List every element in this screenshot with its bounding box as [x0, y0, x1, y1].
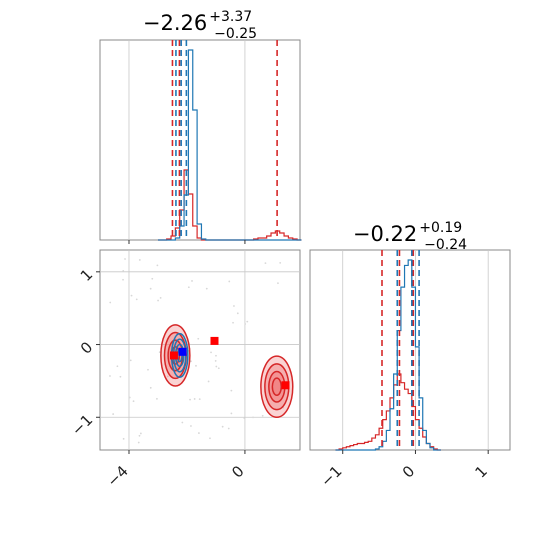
- title-param2-lower: −0.24: [424, 237, 467, 253]
- marker-blue: [178, 347, 187, 356]
- sample-point: [109, 375, 111, 377]
- sample-point: [139, 432, 142, 435]
- sample-point: [128, 396, 131, 399]
- title-param1-lower: −0.25: [214, 26, 257, 42]
- sample-point: [190, 360, 192, 363]
- y-tick-label-param2: 0: [77, 338, 96, 357]
- scatter-panel: [99, 249, 301, 451]
- sample-point: [215, 365, 218, 368]
- sample-point: [198, 432, 200, 434]
- sample-point: [261, 414, 264, 417]
- title-param1-upper: +3.37: [209, 9, 252, 25]
- x-tick-label-param2: 0: [399, 462, 418, 481]
- sample-point: [198, 398, 201, 401]
- sample-point: [130, 294, 133, 297]
- sample-point: [205, 287, 208, 290]
- x-tick-label-param2: −1: [317, 462, 345, 490]
- hist1-frame: [99, 39, 301, 241]
- title-param2: −0.22 +0.19 −0.24: [353, 220, 467, 253]
- sample-point: [189, 398, 191, 401]
- sample-point: [151, 277, 154, 280]
- sample-point: [217, 367, 220, 370]
- sample-point: [149, 386, 152, 389]
- sample-point: [124, 258, 126, 260]
- hist1-blue-series: [157, 49, 302, 241]
- sample-point: [244, 323, 247, 325]
- sample-point: [122, 278, 124, 281]
- sample-point: [209, 437, 211, 440]
- sample-point: [138, 434, 141, 437]
- sample-point: [116, 365, 119, 368]
- sample-point: [149, 287, 152, 290]
- sample-point: [236, 312, 239, 315]
- sample-point: [156, 264, 159, 267]
- sample-point: [195, 364, 197, 367]
- sample-point: [122, 270, 125, 272]
- sample-point: [264, 262, 267, 265]
- marker-red: [210, 336, 219, 345]
- title-param2-upper: +0.19: [419, 220, 462, 236]
- sample-point: [135, 298, 138, 301]
- sample-point: [230, 412, 233, 415]
- y-tick-label-param2: −1: [68, 411, 96, 439]
- title-param2-value: −0.22: [353, 222, 417, 246]
- sample-point: [227, 427, 230, 430]
- sample-point: [228, 280, 231, 283]
- sample-point: [190, 425, 192, 427]
- sample-point: [279, 261, 282, 264]
- sample-point: [112, 413, 115, 415]
- sample-point: [119, 375, 122, 378]
- sample-point: [132, 400, 135, 403]
- x-tick-label-param2: 1: [472, 462, 491, 481]
- sample-point: [166, 375, 169, 378]
- title-param1: −2.26 +3.37 −0.25: [143, 9, 257, 42]
- scatter-frame: [99, 249, 301, 451]
- sample-point: [181, 421, 184, 424]
- sample-point: [215, 354, 217, 357]
- sample-point: [252, 416, 254, 419]
- sample-point: [147, 368, 149, 371]
- histogram-param2: [309, 249, 511, 451]
- sample-point: [207, 380, 210, 383]
- marker-red: [281, 381, 290, 390]
- title-param1-value: −2.26: [143, 11, 207, 35]
- sample-point: [109, 301, 112, 304]
- sample-point: [122, 437, 125, 440]
- contour-red: [271, 377, 283, 397]
- sample-point: [157, 299, 159, 302]
- sample-point: [221, 425, 224, 428]
- sample-point: [233, 305, 235, 307]
- sample-point: [137, 441, 140, 444]
- sample-point: [232, 321, 234, 324]
- x-tick-label-param1: −4: [103, 462, 131, 490]
- sample-point: [246, 320, 249, 323]
- sample-point: [230, 389, 233, 392]
- sample-point: [191, 280, 193, 282]
- sample-point: [197, 337, 200, 340]
- x-tick-label-param1: 0: [228, 462, 247, 481]
- sample-point: [129, 359, 132, 362]
- sample-point: [277, 282, 279, 285]
- sample-point: [210, 351, 212, 354]
- hist2-frame: [309, 249, 511, 451]
- sample-point: [159, 296, 162, 299]
- sample-point: [138, 259, 141, 261]
- sample-point: [243, 417, 246, 420]
- sample-point: [214, 360, 217, 362]
- marker-red: [169, 351, 178, 360]
- sample-point: [187, 286, 190, 289]
- y-tick-label-param2: 1: [77, 265, 96, 284]
- sample-point: [156, 397, 158, 400]
- histogram-param1: [99, 39, 302, 241]
- sample-point: [193, 398, 196, 400]
